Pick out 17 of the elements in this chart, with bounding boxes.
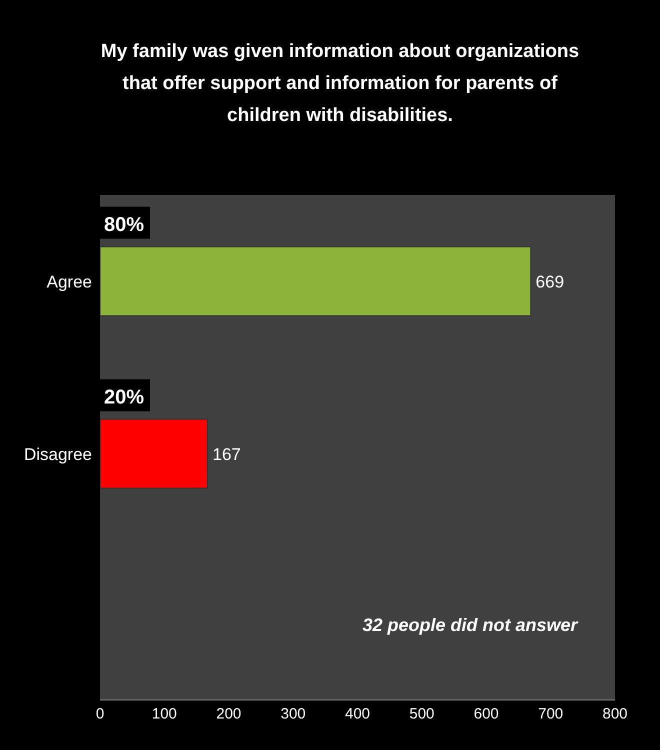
- x-tick-label: 500: [409, 706, 434, 723]
- y-tick-label: Agree: [46, 272, 92, 292]
- annotation: 20%: [104, 386, 144, 408]
- data-label: 669: [536, 272, 564, 292]
- data-label: 167: [212, 444, 241, 464]
- x-tick-label: 0: [96, 706, 104, 723]
- x-tick-label: 800: [602, 706, 628, 723]
- x-tick-label: 700: [538, 706, 564, 723]
- x-tick-label: 200: [216, 706, 242, 723]
- x-tick-label: 300: [280, 706, 306, 723]
- chart-title: My family was given information about organizations that offer support and information for parents of children with disabilities.: [100, 40, 580, 128]
- annotation: 80%: [104, 214, 144, 236]
- x-tick-label: 600: [474, 706, 499, 723]
- x-tick-label: 100: [152, 706, 177, 723]
- annotation: 32 people did not answer: [361, 615, 580, 636]
- y-tick-label: Disagree: [24, 444, 92, 464]
- x-tick-label: 400: [344, 706, 370, 723]
